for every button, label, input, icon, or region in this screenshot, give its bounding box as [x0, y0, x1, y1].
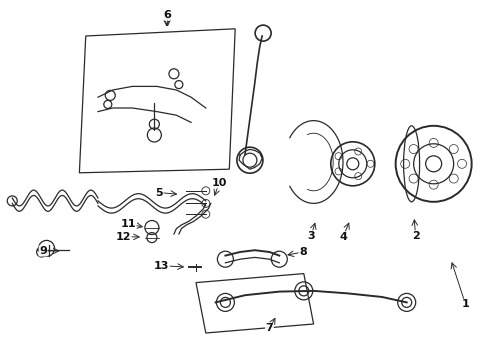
Text: 9: 9 — [39, 246, 47, 256]
Text: 12: 12 — [116, 232, 131, 242]
Text: 6: 6 — [162, 9, 171, 22]
Text: 7: 7 — [266, 323, 273, 333]
Text: 11: 11 — [121, 219, 136, 229]
Text: 6: 6 — [164, 10, 171, 20]
Text: 3: 3 — [307, 231, 315, 241]
Text: 8: 8 — [299, 247, 307, 257]
Text: 2: 2 — [412, 231, 419, 241]
Text: 13: 13 — [154, 261, 170, 271]
Text: 5: 5 — [155, 188, 163, 198]
Text: 4: 4 — [339, 232, 347, 242]
Text: 10: 10 — [212, 178, 227, 188]
Text: 1: 1 — [462, 299, 469, 309]
